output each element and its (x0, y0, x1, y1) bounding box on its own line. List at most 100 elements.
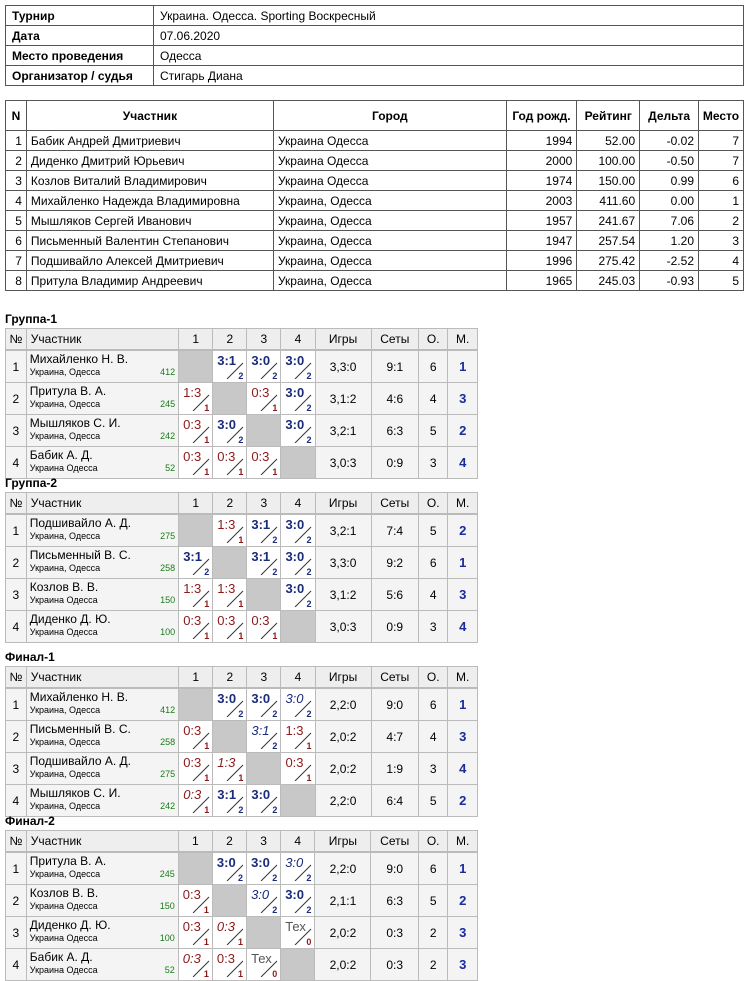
match-cell[interactable]: 0:3 1 (178, 784, 214, 817)
participant-row: 7 Подшивайло Алексей Дмитриевич Украина, О… (5, 250, 744, 271)
games-cell: 2,1:1 (314, 884, 372, 917)
match-cell[interactable]: 1:3 1 (212, 578, 248, 611)
grid-header: 1 (178, 666, 214, 688)
match-cell[interactable]: 3:0 2 (280, 514, 316, 547)
match-cell[interactable]: 3:0 2 (211, 852, 248, 885)
match-cell[interactable]: 1:3 1 (280, 720, 316, 753)
match-cell[interactable]: 3:0 2 (280, 688, 316, 721)
match-points: 1 (203, 905, 209, 915)
match-cell[interactable]: 3:0 2 (280, 884, 316, 917)
match-cell[interactable]: 3:0 2 (280, 414, 316, 447)
match-cell[interactable]: 3:0 2 (280, 852, 316, 885)
match-cell[interactable]: 3:1 2 (212, 350, 248, 383)
match-cell[interactable]: 0:3 1 (246, 610, 282, 643)
match-cell[interactable]: 3:0 2 (246, 852, 282, 885)
match-cell[interactable]: 1:3 1 (178, 578, 214, 611)
row-number: 2 (5, 884, 27, 917)
match-cell[interactable]: 0:3 1 (178, 610, 214, 643)
match-points: 1 (272, 467, 278, 477)
grid-header: Сеты (370, 328, 420, 350)
match-cell[interactable]: 0:3 1 (246, 382, 282, 415)
player-city: Украина Одесса (29, 463, 98, 473)
participant-cell: 3 (5, 170, 27, 191)
match-cell[interactable]: 0:3 1 (212, 610, 248, 643)
match-cell[interactable]: 0:3 1 (178, 446, 214, 479)
match-cell[interactable]: 3:0 2 (246, 784, 282, 817)
grid-header: О. (417, 492, 449, 514)
match-cell[interactable]: 3:0 2 (280, 382, 316, 415)
participant-cell: 5 (5, 210, 27, 231)
match-score: 3:0 (285, 855, 304, 870)
match-cell[interactable]: 3:1 2 (212, 784, 248, 817)
match-cell[interactable]: 3:0 2 (280, 578, 316, 611)
match-cell[interactable]: 3:0 2 (246, 884, 282, 917)
match-points: 2 (272, 709, 278, 719)
player-cell: Письменный В. С. Украина, Одесса 258 (25, 546, 180, 579)
match-points: 1 (204, 599, 210, 609)
player-city: Украина, Одесса (29, 431, 101, 441)
match-cell[interactable]: 3:1 2 (246, 546, 282, 579)
match-points: 2 (204, 567, 210, 577)
slash-mark (260, 362, 278, 379)
row-number: 1 (5, 852, 27, 885)
slash-mark (295, 558, 312, 575)
participant-cell: 1947 (505, 230, 578, 251)
place-value: 3 (459, 587, 467, 602)
match-cell[interactable]: Тех 0 (280, 916, 316, 949)
participant-cell: 0.99 (639, 170, 699, 191)
player-rating: 245 (160, 399, 176, 409)
player-city: Украина, Одесса (29, 563, 101, 573)
player-name: Притула В. А. (29, 384, 107, 398)
match-cell[interactable]: 0:3 1 (178, 414, 214, 447)
sets-cell: 9:1 (370, 350, 420, 383)
match-cell[interactable]: 0:3 1 (177, 916, 213, 949)
grid-header: 1 (177, 830, 213, 852)
player-city: Украина, Одесса (29, 705, 101, 715)
player-meta: Украина, Одесса 412 (30, 366, 175, 378)
match-points: 2 (306, 403, 312, 413)
match-cell[interactable]: 3:0 2 (280, 350, 316, 383)
place-value: 2 (459, 423, 467, 438)
info-row: Дата 07.06.2020 (5, 25, 744, 46)
sets-cell: 4:7 (370, 720, 419, 753)
match-cell[interactable]: 3:0 2 (212, 688, 248, 721)
slash-mark (261, 622, 278, 639)
match-cell[interactable]: 0:3 1 (178, 752, 214, 785)
participant-row: 6 Письменный Валентин Степанович Украина, … (5, 230, 744, 251)
grid-header: Сеты (370, 666, 419, 688)
match-cell[interactable]: 3:0 2 (246, 350, 282, 383)
place-value: 4 (459, 619, 467, 634)
sets-cell: 0:9 (370, 610, 419, 643)
match-cell[interactable]: 1:3 1 (212, 752, 248, 785)
match-cell[interactable]: 3:0 2 (212, 414, 248, 447)
games-cell: 2,2:0 (314, 784, 372, 817)
match-cell[interactable]: 3:0 2 (246, 688, 282, 721)
match-cell[interactable]: 0:3 1 (212, 446, 248, 479)
match-cell[interactable]: 0:3 1 (246, 446, 282, 479)
participant-cell: -2.52 (639, 250, 699, 271)
match-points: 2 (306, 435, 312, 445)
match-cell[interactable]: 0:3 1 (178, 720, 214, 753)
place-value: 2 (459, 793, 467, 808)
place-cell: 2 (447, 414, 478, 447)
player-meta: Украина Одесса 100 (30, 932, 175, 944)
match-cell[interactable]: 1:3 1 (212, 514, 248, 547)
player-city: Украина Одесса (29, 901, 98, 911)
slash-mark (295, 764, 312, 781)
match-cell[interactable]: 3:1 2 (178, 546, 214, 579)
match-cell[interactable]: 0:3 1 (211, 916, 248, 949)
match-points: 1 (204, 403, 210, 413)
player-city: Украина, Одесса (29, 367, 101, 377)
match-cell[interactable]: 0:3 1 (211, 948, 248, 981)
match-score: 3:1 (217, 353, 237, 368)
match-cell[interactable]: 3:0 2 (280, 546, 316, 579)
match-cell[interactable]: 0:3 1 (177, 884, 213, 917)
match-score: 3:0 (285, 353, 305, 368)
match-cell[interactable]: 3:1 2 (246, 720, 282, 753)
player-meta: Украина, Одесса 245 (30, 398, 175, 410)
match-cell[interactable]: 0:3 1 (280, 752, 316, 785)
place-cell: 3 (447, 720, 478, 753)
match-cell[interactable]: 3:1 2 (246, 514, 282, 547)
player-meta: Украина, Одесса 275 (30, 530, 175, 542)
match-cell[interactable]: 1:3 1 (178, 382, 214, 415)
